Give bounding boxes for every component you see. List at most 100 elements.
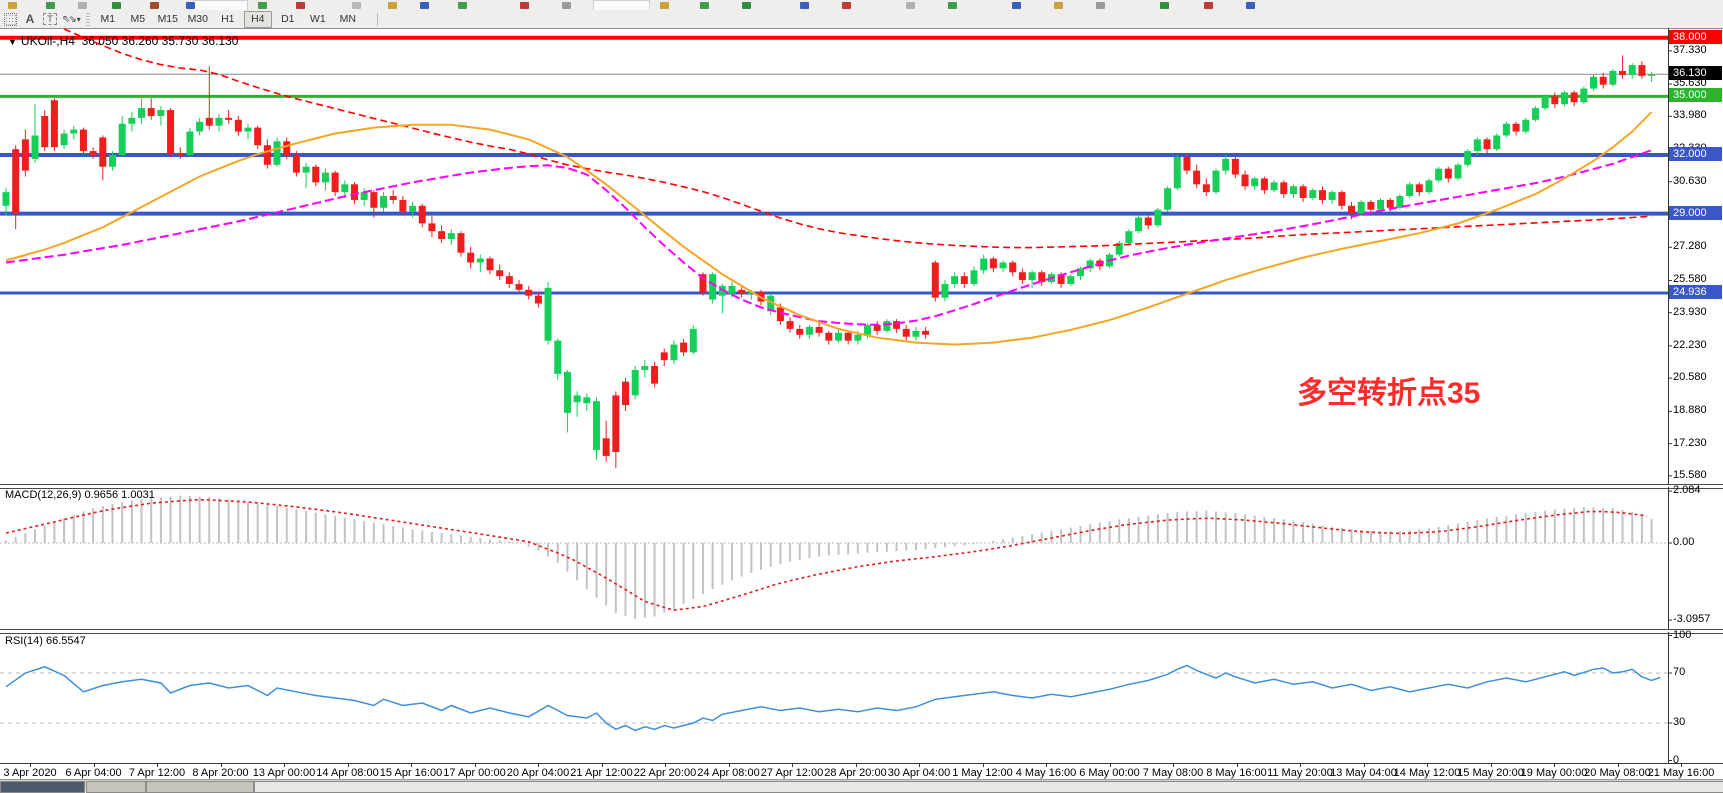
- arrows-tool-button[interactable]: ⇖⇘ ▾: [62, 12, 81, 27]
- price-axis-tick: 27.280: [1673, 240, 1707, 253]
- toolbar-icon-clipped[interactable]: [78, 2, 87, 9]
- date-axis-tick-mark: [30, 764, 31, 767]
- toolbar-icon-clipped[interactable]: [660, 2, 669, 9]
- toolbar-icon-clipped[interactable]: [186, 2, 195, 9]
- macd-indicator-panel[interactable]: [0, 487, 1723, 629]
- date-axis-label: 7 Apr 12:00: [128, 767, 186, 779]
- toolbar-icon-clipped[interactable]: [258, 2, 267, 9]
- date-axis-tick-mark: [1363, 764, 1365, 767]
- status-bar-segment-clipped[interactable]: [0, 781, 85, 793]
- date-axis-label: 1 May 12:00: [952, 767, 1013, 779]
- toolbar-icon-clipped[interactable]: [1204, 2, 1213, 9]
- timeframe-button-m5[interactable]: M5: [130, 13, 146, 25]
- toolbar-icon-clipped[interactable]: [520, 2, 529, 9]
- date-axis-label: 13 May 04:00: [1330, 767, 1397, 779]
- date-axis-tick-mark: [474, 764, 476, 767]
- price-axis-tick: 30.630: [1673, 174, 1707, 187]
- toolbar-icon-clipped[interactable]: [420, 2, 429, 9]
- date-axis-label: 21 Apr 12:00: [570, 767, 633, 779]
- toolbar-main: A T ⇖⇘ ▾ M1 M5 M15 M30 H1 H4 D1 W1 MN: [0, 10, 1723, 29]
- price-axis-tick: 23.930: [1673, 305, 1707, 318]
- text-tool-button[interactable]: A: [22, 12, 38, 27]
- toolbar-grip[interactable]: [85, 12, 90, 26]
- macd-axis-tick: 0.00: [1673, 536, 1695, 548]
- toolbar-icon-clipped[interactable]: [800, 2, 809, 9]
- symbol-dropdown-icon[interactable]: ▼: [8, 37, 17, 47]
- toolbar-icon-clipped[interactable]: [700, 2, 709, 9]
- rsi-indicator-panel[interactable]: [0, 632, 1723, 763]
- date-axis-label: 27 Apr 12:00: [760, 767, 824, 779]
- date-axis-tick-mark: [1427, 764, 1428, 767]
- toolbar-icon-clipped[interactable]: [296, 2, 305, 9]
- date-axis-label: 21 May 16:00: [1647, 767, 1715, 779]
- price-axis-tick: 20.580: [1673, 371, 1707, 384]
- price-axis-tick: 33.980: [1673, 109, 1707, 122]
- status-bar-clipped: [0, 779, 1723, 793]
- toolbar-icon-clipped[interactable]: [388, 2, 397, 9]
- date-axis-label: 20 May 08:00: [1584, 767, 1651, 779]
- chevron-down-icon[interactable]: ▾: [76, 14, 81, 24]
- rsi-axis-tick: 100: [1673, 628, 1692, 641]
- toolbar-icon-clipped[interactable]: [150, 2, 159, 9]
- toolbar-icon-clipped[interactable]: [1012, 2, 1021, 9]
- price-axis-tick: 37.330: [1673, 43, 1707, 56]
- chart-symbol-title: ▼ UKOil-,H4 36.050 36.260 35.730 36.130: [8, 34, 238, 48]
- date-axis-label: 8 Apr 20:00: [192, 767, 249, 779]
- timeframe-button-m15[interactable]: M15: [157, 13, 178, 25]
- timeframe-button-h1[interactable]: H1: [221, 13, 235, 25]
- date-axis-tick-mark: [1236, 764, 1238, 767]
- price-level-badge-35.000: 35.000: [1669, 88, 1722, 103]
- label-tool-button[interactable]: T: [42, 12, 58, 27]
- status-bar-segment-clipped[interactable]: [146, 781, 254, 793]
- rsi-label: RSI(14) 66.5547: [5, 635, 86, 647]
- timeframe-button-m30[interactable]: M30: [187, 13, 208, 25]
- date-axis-label: 8 May 16:00: [1206, 767, 1267, 779]
- date-axis[interactable]: 3 Apr 2020 6 Apr 04:00 7 Apr 12:00 8 Apr 20…: [0, 763, 1723, 780]
- arrows-icon: ⇖⇘: [62, 13, 77, 25]
- toolbar-icon-clipped[interactable]: [1054, 2, 1063, 9]
- snap-grid-tool-button[interactable]: [2, 12, 18, 27]
- price-axis-tick: 17.230: [1673, 436, 1707, 449]
- toolbar-icon-clipped[interactable]: [46, 2, 55, 9]
- toolbar-icon-clipped[interactable]: [906, 2, 915, 9]
- toolbar-icon-clipped[interactable]: [458, 2, 467, 9]
- date-axis-tick-mark: [919, 764, 920, 767]
- price-axis-tick: 15.580: [1673, 468, 1707, 481]
- symbol-name: UKOil-,H4: [20, 34, 75, 48]
- date-axis-tick-mark: [728, 764, 730, 767]
- price-level-badge-38.000: 38.000: [1669, 29, 1722, 44]
- timeframe-button-w1[interactable]: W1: [309, 13, 326, 25]
- status-bar-segment-clipped[interactable]: [86, 781, 146, 793]
- timeframe-button-h4[interactable]: H4: [243, 10, 272, 28]
- date-axis-label: 19 May 00:00: [1520, 767, 1588, 779]
- toolbar-icon-clipped[interactable]: [1246, 2, 1255, 9]
- toolbar-icon-clipped[interactable]: [562, 2, 571, 9]
- date-axis-tick-mark: [1617, 764, 1619, 767]
- panel-splitter[interactable]: [0, 629, 1723, 634]
- toolbar-icon-clipped[interactable]: [1096, 2, 1105, 9]
- date-axis-label: 22 Apr 20:00: [633, 767, 697, 779]
- timeframe-button-mn[interactable]: MN: [339, 13, 356, 25]
- main-price-chart[interactable]: [0, 28, 1723, 484]
- toolbar-icon-clipped[interactable]: [742, 2, 751, 9]
- date-axis-tick-mark: [601, 764, 603, 767]
- status-bar-segment-clipped[interactable]: [254, 781, 1723, 793]
- date-axis-label: 17 Apr 00:00: [443, 767, 506, 779]
- toolbar-separator: [376, 12, 378, 26]
- toolbar-icon-clipped[interactable]: [948, 2, 957, 9]
- date-axis-label: 20 Apr 04:00: [506, 767, 570, 779]
- toolbar-icon-clipped[interactable]: [352, 2, 361, 9]
- panel-splitter[interactable]: [0, 484, 1723, 489]
- price-axis-tick: 18.880: [1673, 404, 1707, 417]
- date-axis-tick-mark: [1300, 764, 1301, 767]
- toolbar-icon-clipped[interactable]: [842, 2, 851, 9]
- date-axis-tick-mark: [1490, 764, 1492, 767]
- date-axis-label: 24 Apr 08:00: [697, 767, 760, 779]
- timeframe-button-d1[interactable]: D1: [281, 13, 295, 25]
- date-axis-label: 3 Apr 2020: [3, 767, 57, 779]
- toolbar-icon-clipped[interactable]: [8, 2, 17, 9]
- date-axis-label: 28 Apr 20:00: [824, 767, 887, 779]
- toolbar-icon-clipped[interactable]: [1160, 2, 1169, 9]
- timeframe-button-m1[interactable]: M1: [100, 13, 116, 25]
- toolbar-icon-clipped[interactable]: [112, 2, 121, 9]
